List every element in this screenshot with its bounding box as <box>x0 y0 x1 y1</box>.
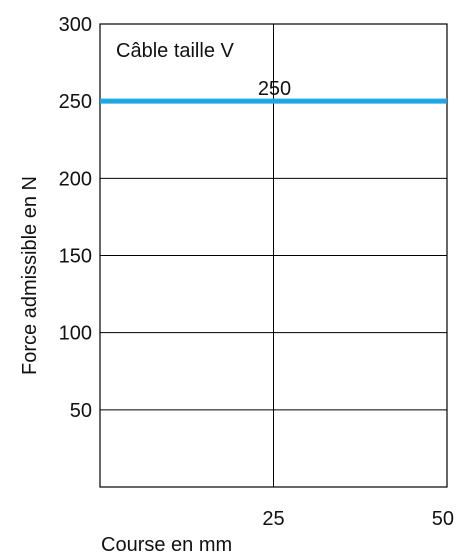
series-layer: 250 <box>100 78 447 104</box>
plot-frame <box>99 23 448 488</box>
x-axis-label: Course en mm <box>101 534 232 553</box>
chart-annotation: Câble taille V <box>116 40 235 62</box>
y-tick-label: 300 <box>59 14 92 36</box>
y-tick-label: 100 <box>59 323 92 345</box>
y-tick-label: 250 <box>59 91 92 113</box>
y-tick-label: 200 <box>59 168 92 190</box>
x-tick-label: 25 <box>262 508 284 530</box>
y-axis-label: Force admissible en N <box>19 176 41 375</box>
x-tick-label: 50 <box>432 508 454 530</box>
y-tick-label: 50 <box>70 400 92 422</box>
y-tick-label: 150 <box>59 246 92 268</box>
y-tick-labels: 50 100 150 200 250 300 <box>59 14 92 422</box>
x-tick-labels: 25 50 <box>262 508 454 530</box>
series-value-label: 250 <box>258 78 291 100</box>
